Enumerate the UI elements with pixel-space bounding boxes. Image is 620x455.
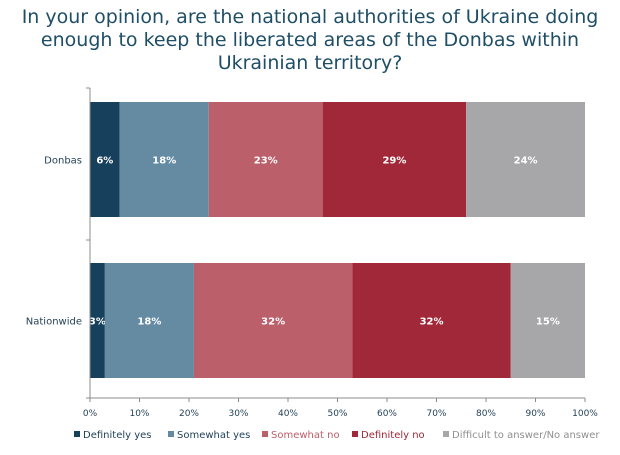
category-label: Donbas [44,156,82,167]
legend-swatch [168,431,174,437]
x-tick-label: 80% [476,409,496,419]
bars-layer: 6% 18% 23% 29% 24% 3% 18% 32% 32% 15% [89,102,585,378]
bar-segment [352,263,511,378]
x-tick-label: 30% [228,409,248,419]
x-tick-label: 100% [572,409,598,419]
x-tick-label: 10% [129,409,149,419]
legend-layer: Definitely yes Somewhat yes Somewhat no Def… [74,430,600,441]
bar-segment [119,102,209,217]
data-label: 3% [89,317,106,328]
axis-layer: Donbas Nationwide 0% 10% 20% 30% 40% 50% 60% 70% 8… [26,87,598,419]
x-tick-label: 90% [525,409,545,419]
bar-segment [510,263,585,378]
chart-title: In your opinion, are the national author… [21,6,599,74]
x-tick-label: 70% [426,409,446,419]
legend-swatch [352,431,358,437]
x-tick-label: 50% [327,409,347,419]
legend-label: Somewhat no [271,430,340,441]
bar-segment [208,102,323,217]
data-label: 18% [152,156,176,167]
category-label: Nationwide [26,317,82,328]
legend-label: Somewhat yes [177,430,250,441]
bar-segment [466,102,585,217]
legend-swatch [74,431,80,437]
data-label: 18% [137,317,161,328]
bar-segment [104,263,194,378]
x-tick-label: 60% [377,409,397,419]
legend-label: Definitely yes [83,430,152,441]
data-label: 32% [420,317,444,328]
x-tick-label: 0% [83,409,98,419]
legend-swatch [443,431,449,437]
bar-segment [90,263,105,378]
data-label: 24% [514,156,538,167]
bar-segment [90,102,120,217]
bar-segment [193,263,353,378]
legend-label: Difficult to answer/No answer [452,430,600,441]
data-label: 23% [254,156,278,167]
x-tick-label: 20% [179,409,199,419]
legend-label: Definitely no [361,430,425,441]
bar-segment [322,102,467,217]
x-tick-label: 40% [278,409,298,419]
data-label: 32% [261,317,285,328]
data-label: 15% [536,317,560,328]
data-label: 29% [382,156,406,167]
data-label: 6% [96,156,113,167]
legend-swatch [262,431,268,437]
